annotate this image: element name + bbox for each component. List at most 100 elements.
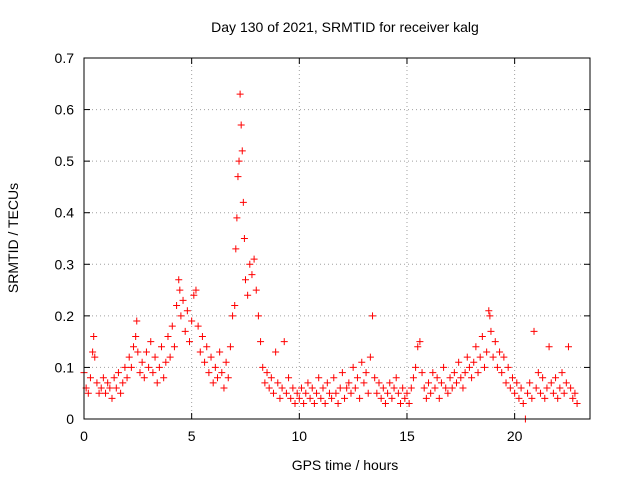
data-point xyxy=(351,384,359,392)
data-point xyxy=(476,353,484,361)
data-point xyxy=(198,332,206,340)
data-point xyxy=(343,384,351,392)
data-point xyxy=(267,374,275,382)
y-tick-label: 0.6 xyxy=(55,102,75,118)
data-point xyxy=(104,379,112,387)
data-point xyxy=(155,363,163,371)
data-point xyxy=(224,374,232,382)
data-point xyxy=(313,389,321,397)
x-axis-label: GPS time / hours xyxy=(292,457,399,473)
data-point xyxy=(278,384,286,392)
data-point xyxy=(496,348,504,356)
data-point xyxy=(412,363,420,371)
data-point xyxy=(373,389,381,397)
data-point xyxy=(356,394,364,402)
data-point xyxy=(455,358,463,366)
data-point xyxy=(386,379,394,387)
x-tick-label: 10 xyxy=(292,428,308,444)
data-point xyxy=(384,389,392,397)
data-point xyxy=(282,389,290,397)
data-point xyxy=(554,394,562,402)
data-point xyxy=(203,343,211,351)
data-point xyxy=(349,363,357,371)
data-point xyxy=(166,353,174,361)
data-point xyxy=(291,400,299,408)
data-point xyxy=(524,389,532,397)
data-point xyxy=(338,369,346,377)
data-point xyxy=(306,394,314,402)
data-point xyxy=(536,389,544,397)
data-point xyxy=(181,327,189,335)
data-point xyxy=(569,394,577,402)
data-point xyxy=(403,389,411,397)
data-point xyxy=(99,374,107,382)
data-point xyxy=(211,363,219,371)
data-point xyxy=(401,394,409,402)
data-point xyxy=(127,363,135,371)
data-point xyxy=(534,369,542,377)
data-point xyxy=(177,312,185,320)
data-point xyxy=(236,90,244,98)
data-point xyxy=(232,245,240,253)
data-point xyxy=(145,363,153,371)
data-point xyxy=(269,389,277,397)
data-point xyxy=(93,379,101,387)
data-point xyxy=(147,338,155,346)
data-point xyxy=(133,317,141,325)
x-tick-label: 15 xyxy=(399,428,415,444)
data-point xyxy=(300,400,308,408)
data-point xyxy=(168,322,176,330)
data-point xyxy=(420,384,428,392)
data-point xyxy=(188,317,196,325)
data-point xyxy=(381,400,389,408)
data-point xyxy=(244,291,252,299)
data-point xyxy=(233,214,241,222)
data-point xyxy=(429,369,437,377)
plot-area-border xyxy=(83,57,591,420)
data-point xyxy=(526,379,534,387)
data-point xyxy=(205,369,213,377)
data-point xyxy=(297,384,305,392)
data-point xyxy=(388,394,396,402)
data-point xyxy=(463,353,471,361)
data-point xyxy=(375,379,383,387)
data-point xyxy=(235,157,243,165)
data-point xyxy=(545,343,553,351)
data-point xyxy=(302,389,310,397)
data-point xyxy=(330,374,338,382)
data-point xyxy=(138,358,146,366)
data-point xyxy=(321,400,329,408)
data-point xyxy=(493,363,501,371)
data-point xyxy=(573,400,581,408)
data-point xyxy=(238,147,246,155)
data-point xyxy=(474,369,482,377)
data-point xyxy=(239,198,247,206)
data-point xyxy=(446,374,454,382)
data-point xyxy=(472,343,480,351)
data-point xyxy=(179,296,187,304)
data-point xyxy=(558,369,566,377)
data-point xyxy=(480,363,488,371)
data-point xyxy=(240,235,248,242)
data-point xyxy=(246,260,254,268)
data-point xyxy=(190,291,198,299)
data-point xyxy=(222,358,230,366)
data-point xyxy=(409,374,417,382)
data-point xyxy=(216,348,224,356)
data-point xyxy=(317,394,325,402)
data-point xyxy=(252,286,260,294)
data-point xyxy=(450,369,458,377)
data-point xyxy=(470,358,478,366)
data-point xyxy=(468,374,476,382)
data-point xyxy=(416,338,424,346)
data-point xyxy=(353,374,361,382)
data-point xyxy=(162,358,170,366)
data-point xyxy=(319,384,327,392)
data-point xyxy=(259,363,267,371)
data-point xyxy=(123,374,131,382)
data-point xyxy=(543,384,551,392)
data-point xyxy=(508,374,516,382)
data-point xyxy=(485,307,493,315)
data-point xyxy=(194,322,202,330)
data-point xyxy=(295,394,303,402)
